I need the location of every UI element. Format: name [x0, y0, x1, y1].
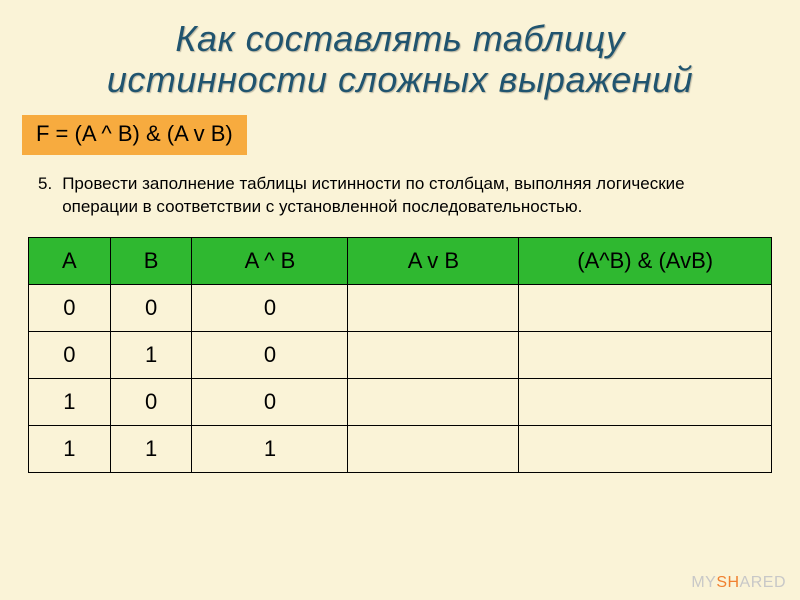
watermark-suffix: ARED — [740, 574, 786, 591]
table-header-cell: A ^ B — [192, 237, 348, 284]
table-row: 010 — [29, 331, 772, 378]
table-cell: 1 — [110, 331, 192, 378]
table-header-cell: B — [110, 237, 192, 284]
table-header-cell: A — [29, 237, 111, 284]
table-header-cell: A v B — [348, 237, 519, 284]
table-body: 000010100111 — [29, 284, 772, 472]
step-number: 5. — [38, 173, 52, 219]
table-cell: 0 — [110, 284, 192, 331]
table-head: ABA ^ BA v B(A^B) & (AvB) — [29, 237, 772, 284]
slide-title: Как составлять таблицу истинности сложны… — [28, 18, 772, 101]
table-cell — [519, 331, 772, 378]
table-cell: 0 — [29, 284, 111, 331]
step-block: 5. Провести заполнение таблицы истинност… — [38, 173, 762, 219]
watermark: MYSHARED — [691, 574, 786, 592]
title-line-1: Как составлять таблицу — [175, 18, 624, 59]
table-cell — [348, 378, 519, 425]
header-row: ABA ^ BA v B(A^B) & (AvB) — [29, 237, 772, 284]
table-cell — [519, 425, 772, 472]
truth-table: ABA ^ BA v B(A^B) & (AvB) 000010100111 — [28, 237, 772, 473]
table-header-cell: (A^B) & (AvB) — [519, 237, 772, 284]
table-cell: 1 — [192, 425, 348, 472]
slide: Как составлять таблицу истинности сложны… — [0, 0, 800, 600]
title-line-2: истинности сложных выражений — [107, 59, 693, 100]
table-cell: 0 — [192, 284, 348, 331]
table-cell: 1 — [29, 378, 111, 425]
watermark-highlight: SH — [716, 574, 739, 591]
table-cell: 0 — [110, 378, 192, 425]
table-cell: 1 — [29, 425, 111, 472]
formula-text: F = (A ^ B) & (A v B) — [36, 121, 233, 146]
table-cell — [519, 378, 772, 425]
table-row: 000 — [29, 284, 772, 331]
table-cell — [348, 284, 519, 331]
table-cell: 0 — [192, 378, 348, 425]
table-cell — [348, 425, 519, 472]
step-text: Провести заполнение таблицы истинности п… — [62, 173, 762, 219]
table-row: 100 — [29, 378, 772, 425]
table-cell: 0 — [192, 331, 348, 378]
table-cell — [519, 284, 772, 331]
table-cell — [348, 331, 519, 378]
table-row: 111 — [29, 425, 772, 472]
table-cell: 1 — [110, 425, 192, 472]
watermark-prefix: MY — [691, 574, 716, 591]
table-cell: 0 — [29, 331, 111, 378]
formula-box: F = (A ^ B) & (A v B) — [22, 115, 247, 155]
